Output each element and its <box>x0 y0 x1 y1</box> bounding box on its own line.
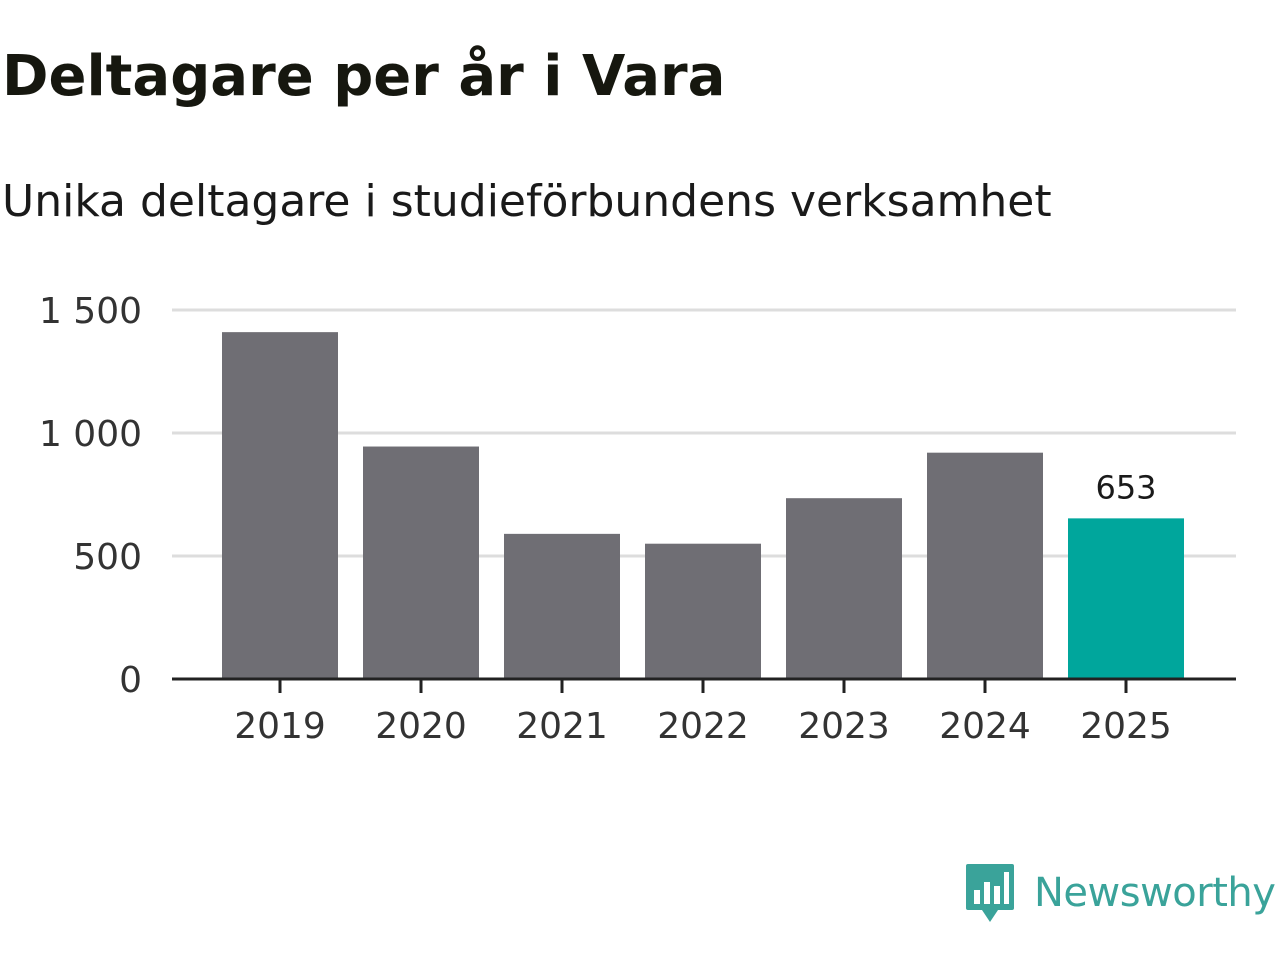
bars <box>222 332 1184 679</box>
data-label: 653 <box>1095 468 1156 506</box>
x-tick-label: 2024 <box>939 706 1031 747</box>
newsworthy-logo-icon <box>966 864 1014 922</box>
bar-2025 <box>1068 518 1184 679</box>
x-tick-label: 2021 <box>516 706 608 747</box>
bar-2022 <box>645 543 761 679</box>
x-tick-label: 2019 <box>234 706 326 747</box>
bar-2023 <box>786 498 902 679</box>
bar-2024 <box>927 452 1043 679</box>
bar-2019 <box>222 332 338 679</box>
x-tick-label: 2025 <box>1080 706 1172 747</box>
brand-name: Newsworthy <box>1034 870 1276 916</box>
labels: 0 500 1 000 1 500 2019 2020 2021 2022 2023 2024 20… <box>39 291 1172 747</box>
bar-2020 <box>363 446 479 679</box>
y-tick-label: 1 500 <box>39 291 142 332</box>
chart-title: Deltagare per år i Vara <box>2 44 726 109</box>
y-tick-label: 500 <box>73 537 142 578</box>
x-tick-label: 2020 <box>375 706 467 747</box>
x-axis <box>172 677 1236 693</box>
newsworthy-brand: Newsworthy <box>964 862 1276 924</box>
x-tick-label: 2022 <box>657 706 749 747</box>
y-tick-label: 1 000 <box>39 414 142 455</box>
x-tick-label: 2023 <box>798 706 890 747</box>
y-tick-label: 0 <box>119 660 142 701</box>
bar-2021 <box>504 533 620 679</box>
chart-subtitle: Unika deltagare i studieförbundens verks… <box>2 176 1052 227</box>
